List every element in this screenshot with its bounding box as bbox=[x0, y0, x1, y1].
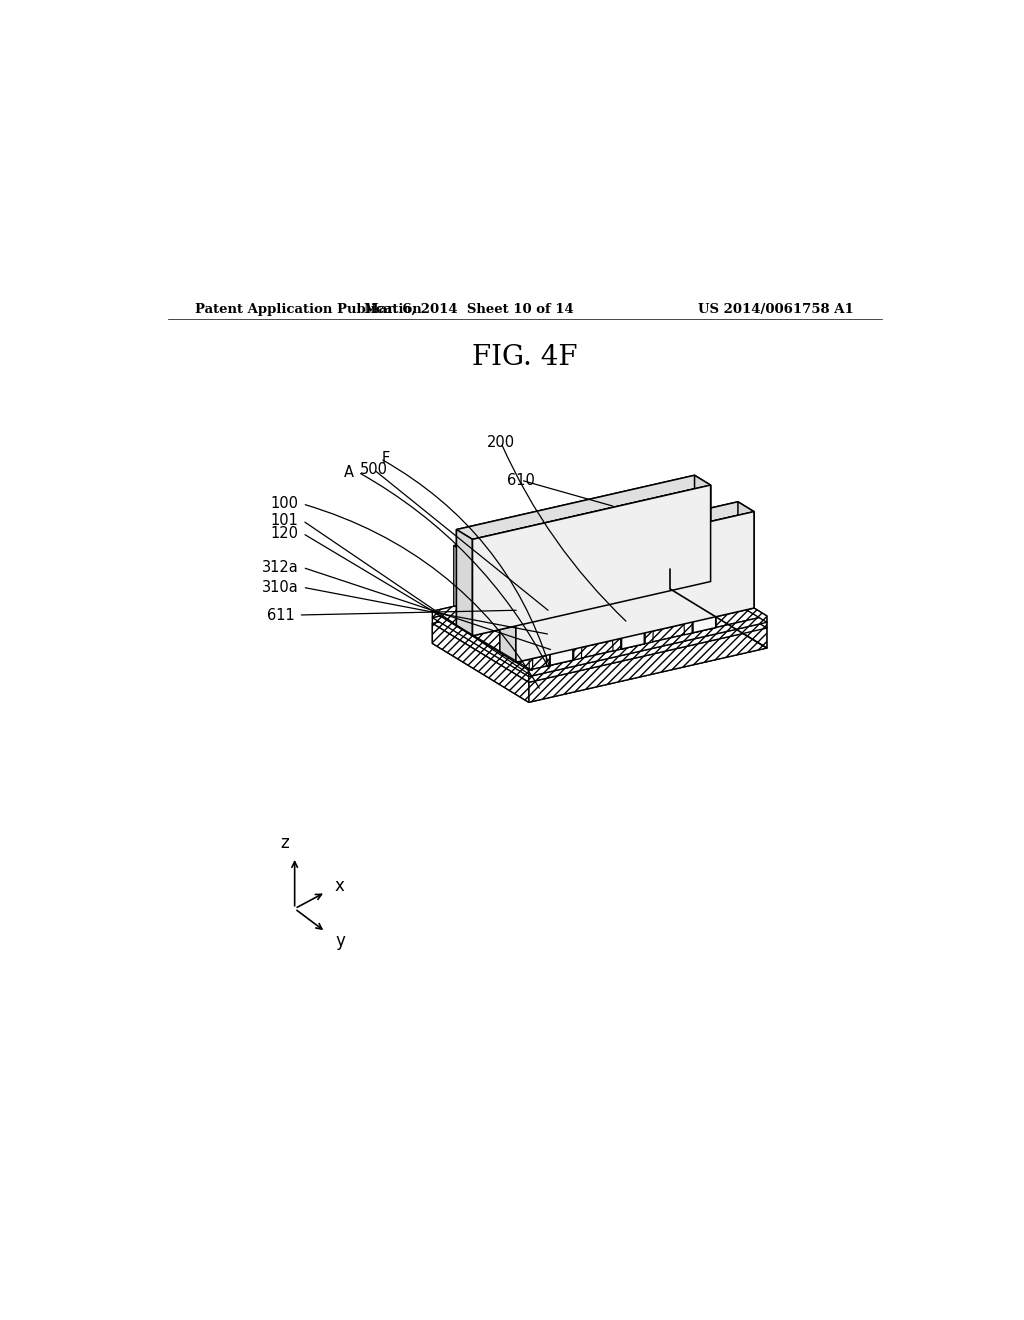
Polygon shape bbox=[622, 583, 644, 649]
Polygon shape bbox=[693, 566, 716, 632]
Text: 611: 611 bbox=[267, 607, 295, 623]
Polygon shape bbox=[550, 599, 572, 665]
Text: x: x bbox=[335, 876, 345, 895]
Text: 312a: 312a bbox=[262, 560, 299, 576]
Polygon shape bbox=[476, 540, 572, 660]
Polygon shape bbox=[597, 508, 716, 572]
Polygon shape bbox=[550, 599, 572, 665]
Text: F: F bbox=[382, 451, 390, 466]
Polygon shape bbox=[694, 475, 711, 582]
Polygon shape bbox=[528, 628, 767, 702]
Polygon shape bbox=[529, 626, 550, 671]
Text: 120: 120 bbox=[270, 525, 299, 541]
Polygon shape bbox=[548, 524, 644, 644]
Polygon shape bbox=[693, 566, 716, 632]
Polygon shape bbox=[671, 564, 767, 628]
Polygon shape bbox=[454, 540, 476, 606]
Polygon shape bbox=[432, 557, 767, 671]
Polygon shape bbox=[472, 484, 711, 636]
Text: 610: 610 bbox=[507, 473, 535, 487]
Polygon shape bbox=[550, 652, 572, 665]
Polygon shape bbox=[500, 502, 754, 566]
Polygon shape bbox=[516, 512, 754, 663]
Polygon shape bbox=[622, 635, 644, 649]
Polygon shape bbox=[432, 564, 671, 623]
Polygon shape bbox=[432, 623, 528, 702]
Text: Mar. 6, 2014  Sheet 10 of 14: Mar. 6, 2014 Sheet 10 of 14 bbox=[365, 304, 574, 315]
Polygon shape bbox=[454, 540, 572, 605]
Text: US 2014/0061758 A1: US 2014/0061758 A1 bbox=[698, 304, 854, 315]
Polygon shape bbox=[645, 590, 692, 644]
Text: 310a: 310a bbox=[262, 579, 299, 595]
Polygon shape bbox=[620, 508, 716, 627]
Polygon shape bbox=[432, 589, 767, 702]
Text: y: y bbox=[335, 932, 345, 950]
Polygon shape bbox=[516, 512, 754, 663]
Text: 200: 200 bbox=[487, 436, 515, 450]
Text: A: A bbox=[344, 465, 354, 479]
Polygon shape bbox=[457, 475, 711, 540]
Polygon shape bbox=[573, 607, 621, 660]
Text: 101: 101 bbox=[270, 513, 299, 528]
Polygon shape bbox=[500, 556, 516, 663]
Polygon shape bbox=[528, 622, 767, 682]
Polygon shape bbox=[457, 475, 694, 626]
Polygon shape bbox=[525, 524, 548, 590]
Polygon shape bbox=[432, 569, 671, 643]
Polygon shape bbox=[500, 502, 738, 652]
Text: Patent Application Publication: Patent Application Publication bbox=[196, 304, 422, 315]
Polygon shape bbox=[432, 569, 767, 682]
Polygon shape bbox=[597, 508, 620, 574]
Polygon shape bbox=[738, 502, 754, 609]
Text: 500: 500 bbox=[360, 462, 388, 478]
Polygon shape bbox=[472, 484, 711, 636]
Polygon shape bbox=[693, 619, 716, 632]
Polygon shape bbox=[432, 557, 671, 618]
Text: FIG. 4F: FIG. 4F bbox=[472, 343, 578, 371]
Polygon shape bbox=[457, 529, 472, 636]
Polygon shape bbox=[525, 524, 644, 589]
Text: z: z bbox=[280, 834, 289, 851]
Polygon shape bbox=[528, 616, 767, 677]
Polygon shape bbox=[432, 564, 767, 677]
Text: 100: 100 bbox=[270, 496, 299, 511]
Polygon shape bbox=[671, 569, 767, 648]
Polygon shape bbox=[622, 583, 644, 649]
Polygon shape bbox=[671, 557, 767, 622]
